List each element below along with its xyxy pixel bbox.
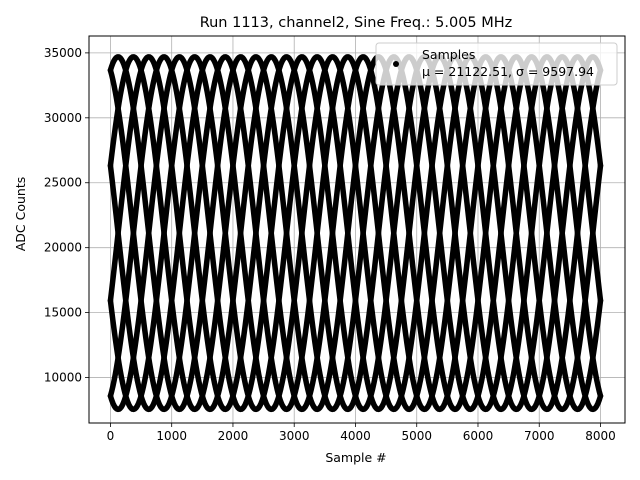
data-trace: [107, 54, 604, 413]
y-tick-label: 30000: [44, 111, 82, 125]
legend-series-stats: μ = 21122.51, σ = 9597.94: [422, 64, 594, 79]
legend-box: [375, 42, 618, 86]
data-trace: [107, 54, 604, 413]
x-tick-label: 0: [107, 429, 115, 443]
x-axis-label: Sample #: [325, 450, 386, 465]
x-tick-label: 2000: [218, 429, 249, 443]
y-tick-label: 25000: [44, 176, 82, 190]
x-tick-label: 3000: [279, 429, 310, 443]
ticks: 0 1000 2000 3000 4000 5000 6000 7000 8000 10000 15…: [44, 46, 616, 443]
y-tick-label: 35000: [44, 46, 82, 60]
y-tick-label: 10000: [44, 371, 82, 385]
y-axis-label: ADC Counts: [13, 177, 28, 252]
x-tick-label: 4000: [340, 429, 371, 443]
chart-title: Run 1113, channel2, Sine Freq.: 5.005 MH…: [200, 15, 513, 31]
legend-series-name: Samples: [422, 47, 475, 62]
legend: Samples μ = 21122.51, σ = 9597.94: [375, 42, 618, 86]
y-tick-label: 20000: [44, 241, 82, 255]
x-tick-label: 1000: [156, 429, 187, 443]
data-trace: [107, 54, 604, 413]
legend-marker: [393, 61, 399, 67]
x-tick-label: 6000: [463, 429, 494, 443]
data-layer: [107, 54, 604, 413]
x-tick-label: 8000: [585, 429, 616, 443]
y-tick-label: 15000: [44, 306, 82, 320]
x-tick-label: 5000: [401, 429, 432, 443]
data-trace: [107, 54, 604, 413]
axes-frame: [88, 35, 626, 424]
x-tick-label: 7000: [524, 429, 555, 443]
